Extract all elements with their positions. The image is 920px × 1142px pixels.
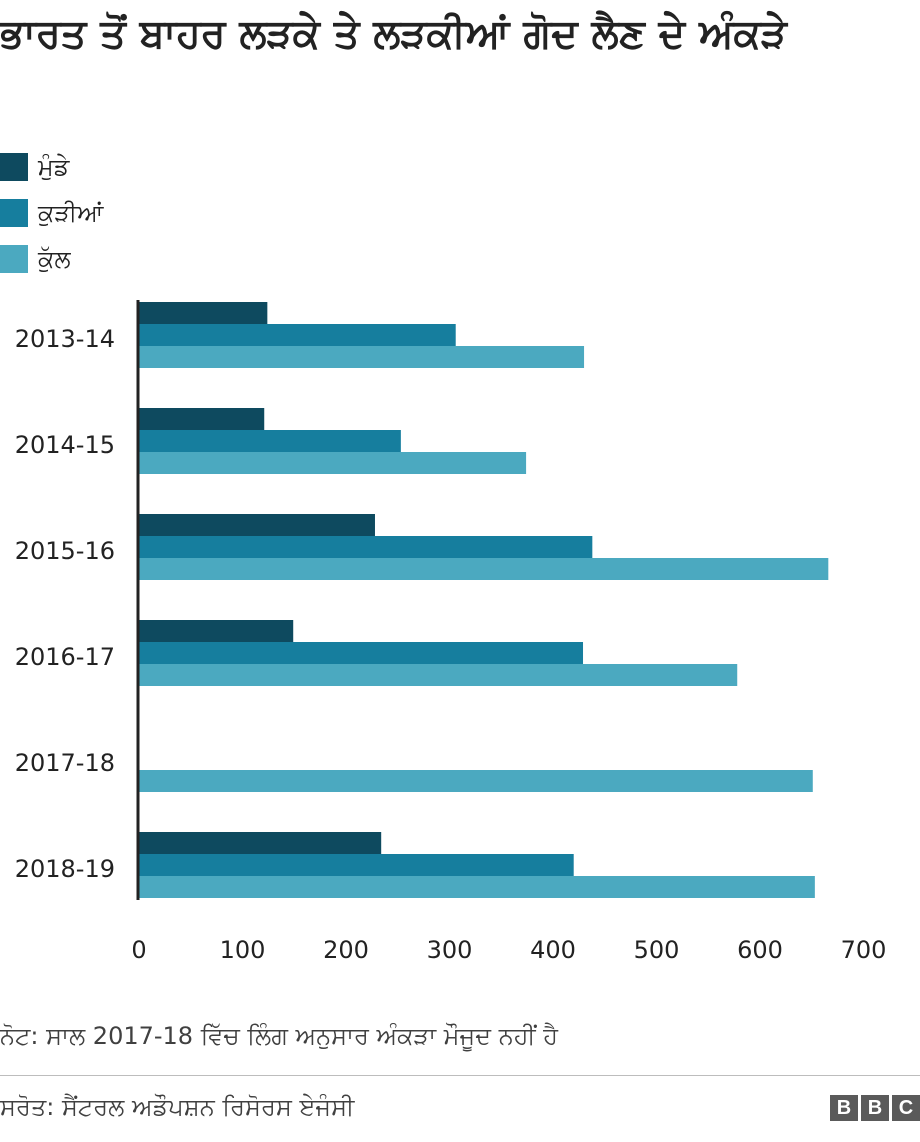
x-tick-label: 500 bbox=[634, 936, 680, 964]
bar-2016-17-2 bbox=[139, 664, 738, 686]
bar-2013-14-1 bbox=[139, 324, 456, 346]
legend-swatch-boys bbox=[0, 153, 28, 181]
bar-2018-19-1 bbox=[139, 854, 574, 876]
bar-2013-14-0 bbox=[139, 302, 268, 324]
bbc-logo-letter: C bbox=[892, 1095, 920, 1121]
y-tick-label: 2014-15 bbox=[15, 431, 115, 459]
bbc-logo: B B C bbox=[830, 1095, 920, 1121]
legend-item-girls: ਕੁੜੀਆਂ bbox=[0, 190, 103, 236]
bar-2015-16-2 bbox=[139, 558, 829, 580]
y-tick-label: 2013-14 bbox=[15, 325, 115, 353]
bbc-logo-letter: B bbox=[861, 1095, 889, 1121]
legend: ਮੁੰਡੇ ਕੁੜੀਆਂ ਕੁੱਲ bbox=[0, 144, 103, 282]
x-tick-label: 600 bbox=[737, 936, 783, 964]
bar-2018-19-2 bbox=[139, 876, 815, 898]
x-tick-label: 400 bbox=[530, 936, 576, 964]
y-tick-label: 2016-17 bbox=[15, 643, 115, 671]
bbc-logo-letter: B bbox=[830, 1095, 858, 1121]
x-tick-label: 700 bbox=[841, 936, 887, 964]
legend-item-total: ਕੁੱਲ bbox=[0, 236, 103, 282]
legend-label-total: ਕੁੱਲ bbox=[38, 245, 71, 273]
y-tick-label: 2018-19 bbox=[15, 855, 115, 883]
legend-label-girls: ਕੁੜੀਆਂ bbox=[38, 199, 104, 227]
bar-2014-15-1 bbox=[139, 430, 401, 452]
legend-label-boys: ਮੁੰਡੇ bbox=[38, 153, 70, 181]
x-tick-label: 300 bbox=[427, 936, 473, 964]
legend-item-boys: ਮੁੰਡੇ bbox=[0, 144, 103, 190]
bar-2014-15-2 bbox=[139, 452, 527, 474]
source-credit: ਸਰੋਤ: ਸੈਂਟਰਲ ਅਡੌਪਸ਼ਨ ਰਿਸੋਰਸ ਏਜੰਸੀ bbox=[0, 1093, 355, 1121]
footer-divider bbox=[0, 1075, 920, 1076]
y-tick-label: 2015-16 bbox=[15, 537, 115, 565]
bar-2016-17-1 bbox=[139, 642, 584, 664]
chart-title: ਭਾਰਤ ਤੋਂ ਬਾਹਰ ਲੜਕੇ ਤੇ ਲੜਕੀਆਂ ਗੋਦ ਲੈਣ ਦੇ … bbox=[0, 11, 787, 57]
bar-2016-17-0 bbox=[139, 620, 294, 642]
bar-chart: 2013-14 2014-15 2015-16 2016-17 2017-18 2018-… bbox=[15, 300, 887, 964]
bar-2013-14-2 bbox=[139, 346, 585, 368]
x-tick-label: 200 bbox=[323, 936, 369, 964]
bar-2015-16-1 bbox=[139, 536, 593, 558]
bar-2017-18-2 bbox=[139, 770, 813, 792]
bar-2014-15-0 bbox=[139, 408, 265, 430]
y-tick-label: 2017-18 bbox=[15, 749, 115, 777]
chart-note: ਨੋਟ: ਸਾਲ 2017-18 ਵਿੱਚ ਲਿੰਗ ਅਨੁਸਾਰ ਅੰਕੜਾ … bbox=[0, 1022, 559, 1050]
x-tick-label: 100 bbox=[220, 936, 266, 964]
bar-2018-19-0 bbox=[139, 832, 382, 854]
x-tick-label: 0 bbox=[131, 936, 146, 964]
legend-swatch-girls bbox=[0, 199, 28, 227]
bar-2015-16-0 bbox=[139, 514, 375, 536]
legend-swatch-total bbox=[0, 245, 28, 273]
